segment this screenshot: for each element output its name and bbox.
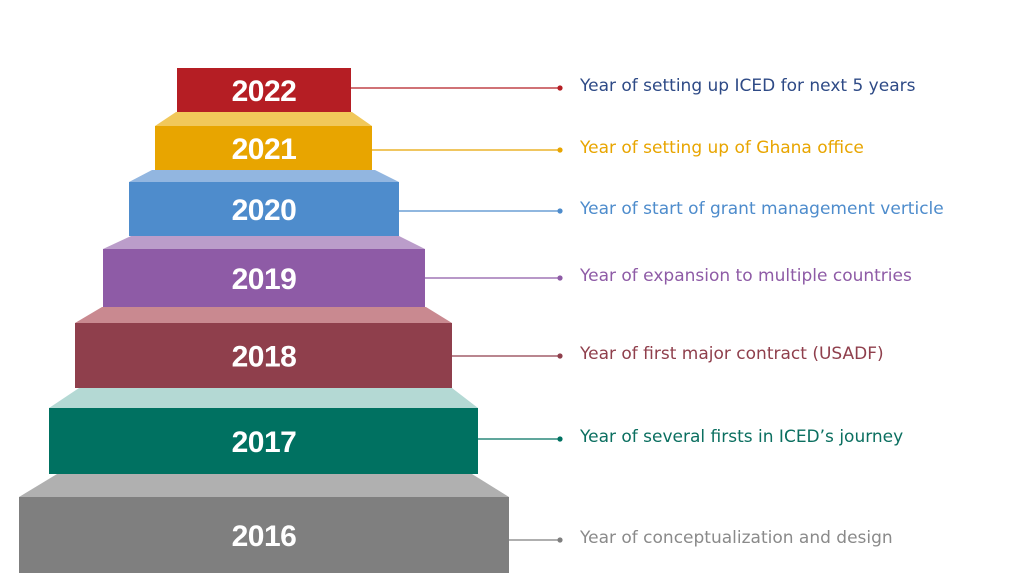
description-2020: Year of start of grant management vertic… — [580, 199, 944, 219]
connector-dot-2019 — [557, 275, 563, 281]
connector-dot-2017 — [557, 436, 563, 442]
step-top-2020 — [129, 170, 399, 182]
step-year-2016: 2016 — [232, 520, 297, 553]
step-labels: 2016 2017 2018 2019 2020 2021 2022 — [232, 75, 297, 553]
step-year-2018: 2018 — [232, 341, 297, 374]
description-2019: Year of expansion to multiple countries — [580, 266, 912, 286]
step-front-2019 — [103, 249, 425, 307]
description-2022: Year of setting up ICED for next 5 years — [580, 76, 916, 96]
connector-dot-2022 — [557, 85, 563, 91]
step-top-2017 — [49, 388, 478, 408]
connector-dot-2018 — [557, 353, 563, 359]
connectors — [351, 85, 563, 543]
description-2021: Year of setting up of Ghana office — [580, 138, 864, 158]
connector-dot-2016 — [557, 537, 563, 543]
step-front-2018 — [75, 323, 452, 388]
step-top-2016 — [19, 474, 509, 497]
connector-dot-2020 — [557, 208, 563, 214]
step-year-2020: 2020 — [232, 194, 297, 227]
step-shapes — [19, 68, 509, 573]
step-front-2022 — [177, 68, 351, 112]
step-year-2019: 2019 — [232, 263, 297, 296]
step-top-2021 — [155, 112, 372, 126]
step-year-2022: 2022 — [232, 75, 297, 108]
step-front-2016 — [19, 497, 509, 573]
step-front-2021 — [155, 126, 372, 170]
step-front-2020 — [129, 182, 399, 236]
step-top-2018 — [75, 307, 452, 323]
step-year-2021: 2021 — [232, 133, 297, 166]
description-2018: Year of first major contract (USADF) — [580, 344, 884, 364]
description-2016: Year of conceptualization and design — [580, 528, 893, 548]
step-top-2019 — [103, 236, 425, 249]
description-2017: Year of several firsts in ICED’s journey — [580, 427, 904, 447]
step-front-2017 — [49, 408, 478, 474]
connector-dot-2021 — [557, 147, 563, 153]
step-year-2017: 2017 — [232, 426, 297, 459]
